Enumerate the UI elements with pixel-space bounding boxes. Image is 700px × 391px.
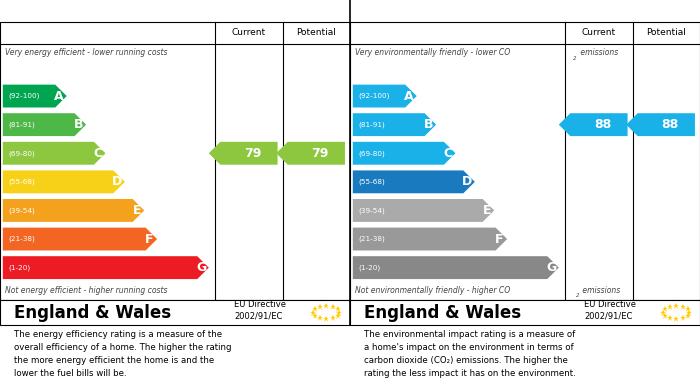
Text: C: C: [93, 147, 102, 160]
Text: (81-91): (81-91): [358, 122, 385, 128]
Text: D: D: [112, 175, 122, 188]
Polygon shape: [3, 228, 157, 251]
Text: ) Rating: ) Rating: [623, 5, 679, 18]
Text: (69-80): (69-80): [358, 150, 385, 156]
Text: The energy efficiency rating is a measure of the
overall efficiency of a home. T: The energy efficiency rating is a measur…: [14, 330, 232, 378]
Text: (21-38): (21-38): [358, 236, 385, 242]
Text: A: A: [55, 90, 64, 102]
Polygon shape: [353, 199, 494, 222]
Text: Very environmentally friendly - lower CO: Very environmentally friendly - lower CO: [355, 48, 510, 57]
Text: Not environmentally friendly - higher CO: Not environmentally friendly - higher CO: [355, 287, 510, 296]
Polygon shape: [353, 228, 507, 251]
Text: 2: 2: [617, 11, 623, 20]
Text: Very energy efficient - lower running costs: Very energy efficient - lower running co…: [6, 48, 168, 57]
Text: G: G: [546, 261, 556, 274]
Polygon shape: [3, 84, 66, 108]
Text: 2: 2: [573, 56, 577, 61]
Text: B: B: [424, 118, 433, 131]
Text: 79: 79: [244, 147, 261, 160]
Text: (92-100): (92-100): [8, 93, 39, 99]
Text: C: C: [443, 147, 452, 160]
Text: Current: Current: [232, 29, 266, 38]
Polygon shape: [353, 113, 436, 136]
Polygon shape: [3, 142, 106, 165]
Text: (81-91): (81-91): [8, 122, 35, 128]
Text: Potential: Potential: [296, 29, 336, 38]
Text: Potential: Potential: [646, 29, 686, 38]
Polygon shape: [3, 256, 209, 279]
Text: (21-38): (21-38): [8, 236, 35, 242]
Text: E: E: [132, 204, 141, 217]
Text: Current: Current: [582, 29, 616, 38]
Text: B: B: [74, 118, 83, 131]
Polygon shape: [559, 113, 628, 136]
Polygon shape: [353, 84, 416, 108]
Text: (55-68): (55-68): [358, 179, 385, 185]
Text: England & Wales: England & Wales: [364, 303, 521, 321]
Polygon shape: [353, 170, 475, 193]
Text: Not energy efficient - higher running costs: Not energy efficient - higher running co…: [6, 287, 168, 296]
Polygon shape: [276, 142, 345, 165]
Text: emissions: emissions: [578, 48, 617, 57]
Text: D: D: [462, 175, 472, 188]
Text: 2: 2: [575, 294, 580, 298]
Text: (1-20): (1-20): [358, 264, 380, 271]
Text: 88: 88: [594, 118, 611, 131]
Text: The environmental impact rating is a measure of
a home's impact on the environme: The environmental impact rating is a mea…: [364, 330, 575, 378]
Text: England & Wales: England & Wales: [14, 303, 171, 321]
Text: EU Directive
2002/91/EC: EU Directive 2002/91/EC: [234, 300, 286, 321]
Text: 79: 79: [311, 147, 328, 160]
Text: Energy Efficiency Rating: Energy Efficiency Rating: [8, 5, 181, 18]
Polygon shape: [3, 170, 125, 193]
Polygon shape: [626, 113, 695, 136]
Text: (55-68): (55-68): [8, 179, 35, 185]
Text: F: F: [146, 233, 154, 246]
Text: Environmental Impact (CO: Environmental Impact (CO: [358, 5, 543, 18]
Text: 88: 88: [662, 118, 678, 131]
Polygon shape: [209, 142, 278, 165]
Text: (39-54): (39-54): [8, 207, 35, 214]
Text: (69-80): (69-80): [8, 150, 35, 156]
Polygon shape: [3, 113, 86, 136]
Text: (1-20): (1-20): [8, 264, 30, 271]
Text: F: F: [496, 233, 504, 246]
Polygon shape: [353, 256, 559, 279]
Text: A: A: [405, 90, 414, 102]
Polygon shape: [353, 142, 456, 165]
Text: E: E: [482, 204, 491, 217]
Text: G: G: [196, 261, 206, 274]
Text: (92-100): (92-100): [358, 93, 389, 99]
Text: EU Directive
2002/91/EC: EU Directive 2002/91/EC: [584, 300, 636, 321]
Text: (39-54): (39-54): [358, 207, 385, 214]
Polygon shape: [3, 199, 144, 222]
Text: emissions: emissions: [580, 287, 620, 296]
